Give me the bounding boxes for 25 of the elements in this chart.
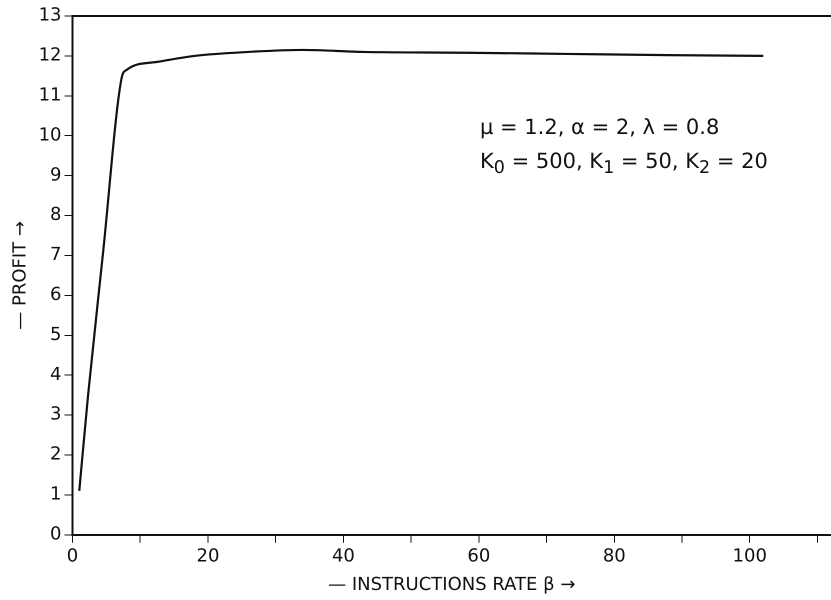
y-tick-label: 2 <box>50 444 62 465</box>
y-tick-label: 10 <box>38 124 62 146</box>
y-tick-label: 1 <box>50 484 62 505</box>
y-tick-label: 0 <box>50 523 62 544</box>
y-tick-label: 11 <box>38 84 62 106</box>
y-tick-label: 12 <box>38 44 62 66</box>
x-tick-label: 0 <box>66 545 78 566</box>
y-tick-label: 13 <box>38 4 62 26</box>
y-axis-title: — PROFIT → <box>9 221 30 330</box>
line-series <box>78 48 764 492</box>
x-tick-label: 60 <box>467 545 490 566</box>
annotation: K$_{0}$ = 500, K$_{1}$ = 50, K$_{2}$ = 20 <box>480 148 768 180</box>
y-tick-label: 6 <box>50 284 62 306</box>
y-tick-label: 4 <box>50 364 62 385</box>
y-tick-label: 3 <box>50 404 62 425</box>
x-tick-label: 80 <box>602 545 626 566</box>
x-tick-label: 100 <box>732 545 767 566</box>
y-tick-label: 9 <box>50 164 62 186</box>
y-tick-label: 7 <box>50 244 62 266</box>
y-tick-label: 8 <box>50 204 62 226</box>
x-tick-label: 40 <box>332 545 355 566</box>
annotation: μ = 1.2, α = 2, λ = 0.8 <box>480 114 720 141</box>
x-tick-label: 20 <box>196 545 220 566</box>
x-axis-title: — INSTRUCTIONS RATE β → <box>328 574 576 595</box>
y-tick-label: 5 <box>50 324 62 345</box>
